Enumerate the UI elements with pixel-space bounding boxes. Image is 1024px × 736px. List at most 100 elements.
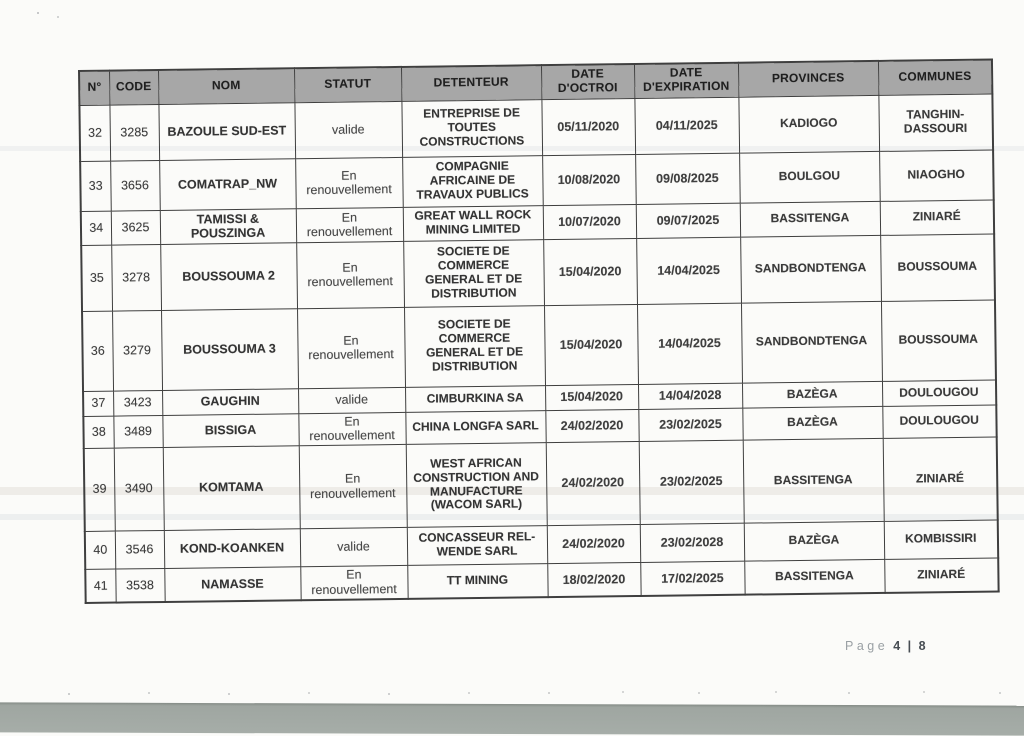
header-cell-detenteur: DETENTEUR	[400, 65, 542, 101]
scan-speck	[68, 693, 70, 695]
cell-statut: valide	[299, 526, 408, 567]
table-row: 35 3278 BOUSSOUMA 2 En renouvellement SO…	[81, 233, 995, 311]
scan-speck	[228, 693, 230, 695]
cell-province: BOULGOU	[739, 150, 880, 203]
cell-code: 3423	[113, 389, 163, 416]
cell-code: 3538	[115, 567, 165, 603]
cell-numero: 34	[80, 210, 112, 245]
header-cell-numero: N°	[79, 70, 110, 105]
cell-commune: KOMBISSIRI	[883, 519, 999, 559]
cell-code: 3489	[113, 414, 163, 448]
cell-commune: DOULOUGOU	[881, 379, 997, 406]
page-footer: Page 4 | 8	[845, 639, 928, 653]
cell-detenteur: SOCIETE DE COMMERCE GENERAL ET DE DISTRI…	[404, 305, 545, 387]
scan-speck	[999, 692, 1001, 694]
scan-speck	[698, 692, 700, 694]
cell-commune: ZINIARÉ	[882, 436, 998, 521]
table-row: 36 3279 BOUSSOUMA 3 En renouvellement SO…	[82, 299, 996, 391]
header-cell-provinces: PROVINCES	[737, 60, 879, 97]
cell-numero: 32	[79, 104, 111, 161]
scan-speck	[622, 691, 624, 693]
header-cell-date-expiration: DATE D'EXPIRATION	[633, 62, 739, 99]
scan-speck	[923, 691, 925, 693]
cell-commune: NIAOGHO	[879, 149, 994, 201]
cell-nom: NAMASSE	[164, 566, 301, 602]
cell-nom: BOUSSOUMA 3	[161, 308, 299, 390]
cell-detenteur: TT MINING	[407, 563, 548, 599]
cell-nom: BOUSSOUMA 2	[160, 242, 298, 310]
cell-date-octroi: 24/02/2020	[545, 440, 640, 526]
cell-commune: BOUSSOUMA	[880, 299, 996, 381]
header-cell-communes: COMMUNES	[877, 59, 993, 95]
cell-province: SANDBONDTENGA	[740, 300, 882, 383]
cell-date-octroi: 15/04/2020	[543, 237, 637, 306]
cell-statut: En renouvellement	[295, 156, 403, 209]
cell-detenteur: CHINA LONGFA SARL	[405, 410, 546, 444]
cell-date-expiration: 14/04/2025	[636, 236, 741, 304]
cell-nom: COMATRAP_NW	[159, 158, 296, 210]
scanner-bed-strip	[0, 702, 1024, 736]
cell-statut: En renouvellement	[298, 411, 406, 446]
header-cell-nom: NOM	[158, 68, 295, 104]
cell-commune: DOULOUGOU	[882, 404, 997, 438]
cell-detenteur: ENTREPRISE DE TOUTES CONSTRUCTIONS	[401, 99, 543, 157]
cell-date-expiration: 04/11/2025	[634, 96, 740, 155]
cell-statut: En renouvellement	[300, 564, 408, 601]
cell-province: BASSITENGA	[744, 558, 885, 595]
cell-date-octroi: 15/04/2020	[543, 303, 638, 386]
cell-numero: 40	[84, 530, 116, 569]
cell-province: BASSITENGA	[742, 437, 884, 523]
cell-nom: KOND-KOANKEN	[163, 528, 301, 568]
cell-code: 3546	[114, 529, 165, 569]
cell-detenteur: WEST AFRICAN CONSTRUCTION AND MANUFACTUR…	[405, 442, 547, 527]
cell-province: BASSITENGA	[739, 200, 881, 237]
scan-speck	[308, 692, 310, 694]
cell-date-octroi: 10/08/2020	[542, 154, 636, 206]
cell-commune: TANGHIN-DASSOURI	[878, 93, 994, 151]
cell-numero: 35	[81, 244, 113, 311]
cell-date-octroi: 18/02/2020	[547, 561, 641, 598]
cell-nom: GAUGHIN	[162, 388, 299, 415]
cell-code: 3656	[110, 159, 160, 211]
scan-speck	[388, 693, 390, 695]
cell-detenteur: COMPAGNIE AFRICAINE DE TRAVAUX PUBLICS	[402, 155, 543, 207]
cell-date-octroi: 24/02/2020	[546, 523, 641, 564]
scan-speck	[548, 692, 550, 694]
cell-date-octroi: 24/02/2020	[545, 408, 639, 443]
scan-speck	[148, 692, 150, 694]
cell-province: BAZÈGA	[742, 405, 883, 440]
cell-statut: valide	[294, 100, 403, 159]
cell-code: 3279	[112, 309, 163, 391]
cell-date-octroi: 05/11/2020	[541, 98, 636, 156]
scan-speck	[468, 692, 470, 694]
scan-speck	[37, 12, 39, 14]
cell-detenteur: GREAT WALL ROCK MINING LIMITED	[402, 205, 544, 241]
cell-numero: 36	[82, 310, 114, 391]
cell-code: 3285	[109, 103, 160, 161]
cell-commune: BOUSSOUMA	[880, 233, 995, 301]
scan-speck	[775, 691, 777, 693]
header-cell-code: CODE	[109, 69, 159, 105]
cell-date-expiration: 09/07/2025	[635, 202, 741, 238]
cell-numero: 39	[83, 447, 115, 531]
cell-numero: 38	[83, 415, 114, 448]
cell-detenteur: SOCIETE DE COMMERCE GENERAL ET DE DISTRI…	[403, 239, 544, 307]
cell-date-expiration: 09/08/2025	[635, 152, 740, 205]
cell-nom: KOMTAMA	[162, 445, 300, 530]
cell-code: 3490	[113, 446, 164, 531]
cell-date-expiration: 23/02/2025	[638, 439, 744, 524]
scan-speck	[848, 692, 850, 694]
cell-date-expiration: 23/02/2028	[639, 522, 745, 562]
cell-commune: ZINIARÉ	[884, 557, 999, 593]
mining-permits-table: N° CODE NOM STATUT DETENTEUR DATE D'OCTR…	[78, 58, 1000, 604]
page-label: Page	[845, 639, 889, 653]
cell-date-octroi: 10/07/2020	[542, 204, 637, 240]
page-number: 4 | 8	[893, 639, 928, 653]
cell-statut: En renouvellement	[298, 443, 407, 529]
header-cell-date-octroi: DATE D'OCTROI	[540, 64, 635, 100]
cell-numero: 41	[85, 568, 116, 603]
cell-province: KADIOGO	[738, 94, 880, 153]
header-cell-statut: STATUT	[293, 66, 402, 103]
cell-code: 3278	[111, 243, 162, 311]
